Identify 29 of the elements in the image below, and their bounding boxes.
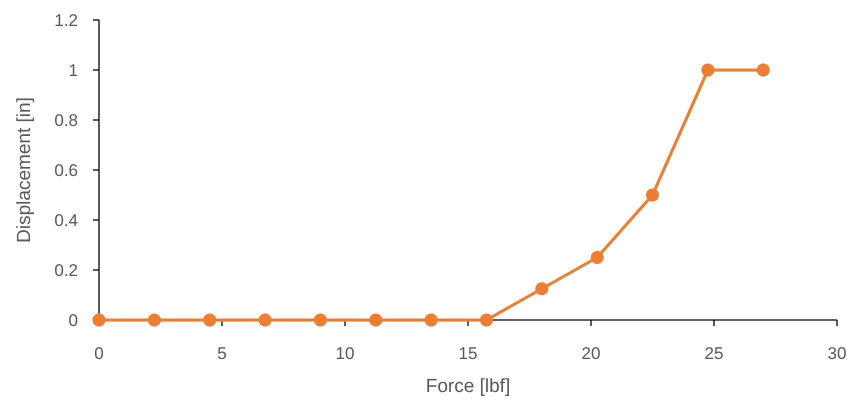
- y-tick-label: 0.2: [54, 260, 78, 280]
- point: [369, 314, 382, 326]
- point: [148, 314, 161, 326]
- y-tick-label: 0.8: [54, 110, 78, 130]
- x-tick-label: 5: [217, 344, 227, 363]
- point: [314, 314, 327, 326]
- point: [92, 314, 106, 326]
- x-tick-label: 10: [336, 344, 354, 363]
- x-axis-title: Force [lbf]: [426, 376, 510, 397]
- point: [258, 314, 272, 326]
- y-tick-label: 0: [68, 310, 78, 330]
- y-tick-label: 0.6: [54, 160, 78, 180]
- x-tick-label: 30: [828, 344, 846, 363]
- point: [646, 188, 659, 202]
- x-tick-label: 25: [704, 344, 724, 363]
- x-tick-label: 0: [94, 344, 104, 363]
- x-tick-label: 20: [582, 344, 600, 363]
- point: [424, 314, 438, 326]
- y-axis-title: Displacement [in]: [14, 97, 35, 243]
- point: [701, 64, 714, 76]
- y-tick-label: 1.2: [54, 10, 78, 30]
- point: [480, 314, 493, 326]
- y-tick-label: 1: [68, 60, 78, 80]
- point: [756, 64, 770, 76]
- point: [203, 314, 216, 326]
- point: [535, 282, 548, 296]
- y-tick-label: 0.4: [54, 210, 78, 230]
- point: [590, 251, 604, 264]
- x-tick-label: 15: [458, 344, 478, 363]
